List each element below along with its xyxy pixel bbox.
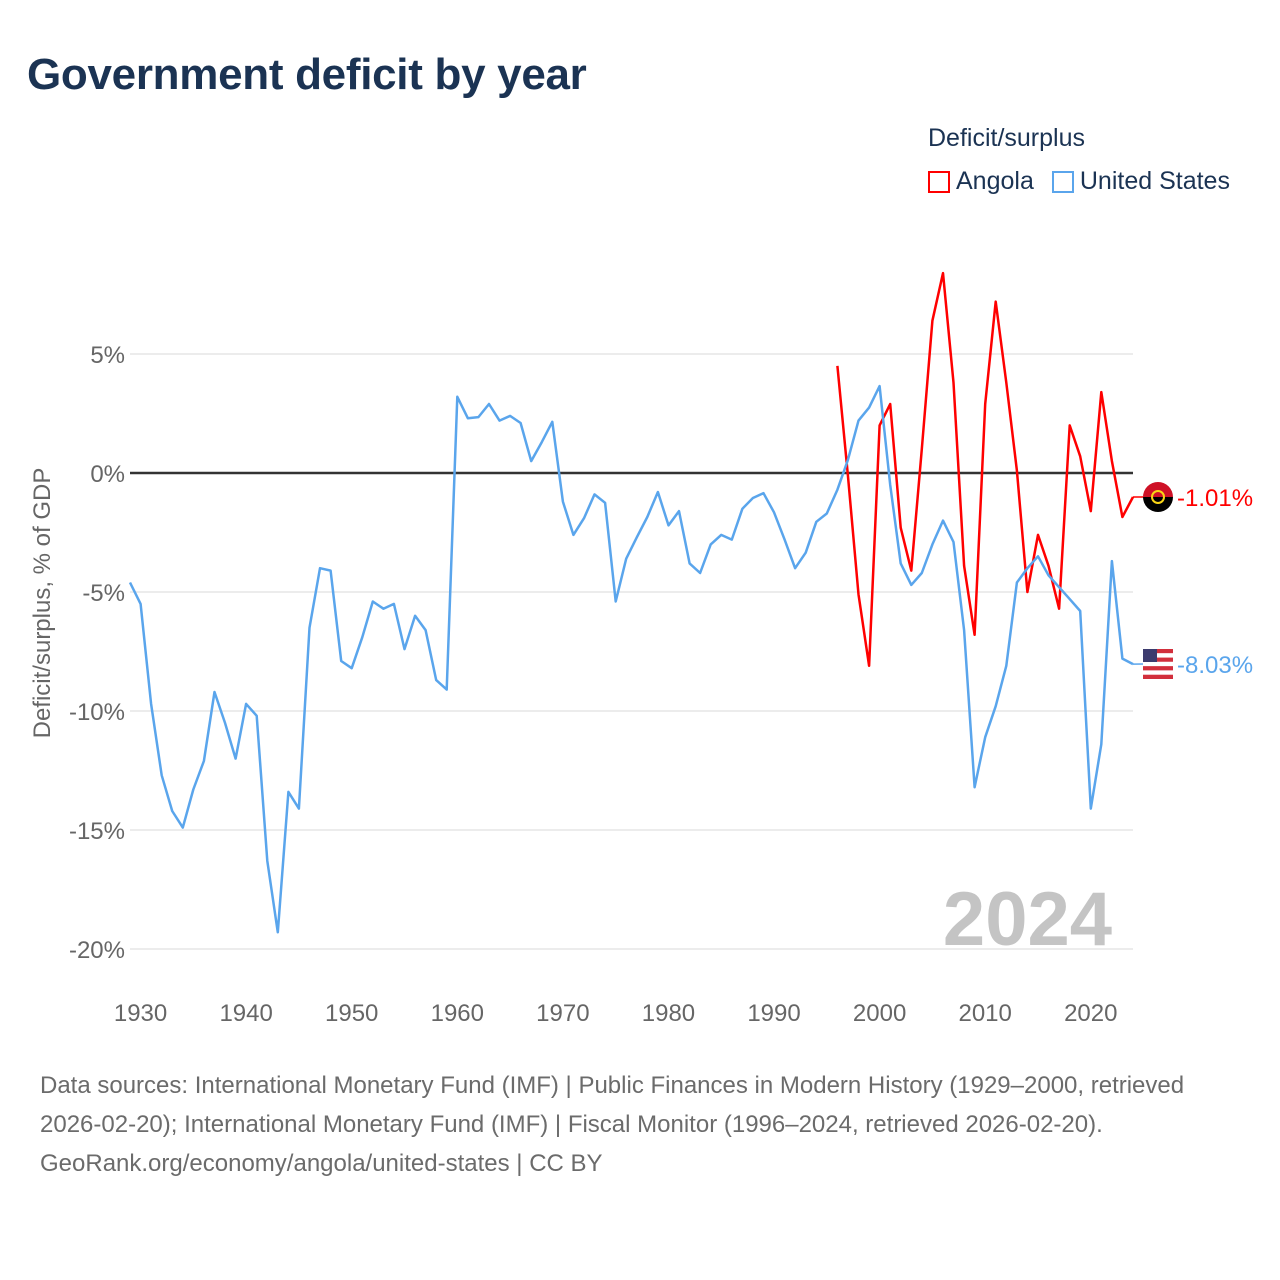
chart-title: Government deficit by year <box>27 50 587 99</box>
y-axis-label: Deficit/surplus, % of GDP <box>29 468 56 739</box>
legend-label-united-states: United States <box>1079 167 1230 195</box>
us-flag-stripe <box>1143 653 1173 658</box>
legend-title: Deficit/surplus <box>928 124 1085 152</box>
series-line-united-states <box>128 384 1134 934</box>
end-value-label-united-states: -8.03% <box>1177 652 1253 679</box>
legend-swatch-united-states <box>1051 170 1074 193</box>
y-tick-label: 0% <box>90 461 125 488</box>
legend-item-united-states[interactable]: United States <box>1051 167 1230 196</box>
us-flag-stripe <box>1143 657 1173 662</box>
y-tick-label: -5% <box>82 580 125 607</box>
us-flag-stripe <box>1143 674 1173 679</box>
us-flag-stripe <box>1143 666 1173 671</box>
angola-emblem-icon <box>1151 490 1165 504</box>
line-chart: 5% 0% -5% -10% -15% -20% 1930 1940 1950 1960 1970… <box>29 271 1253 1027</box>
x-tick-label: 1950 <box>325 1000 378 1027</box>
us-flag-canton <box>1143 649 1157 662</box>
us-flag-stripe <box>1143 661 1173 667</box>
x-tick-label: 1990 <box>747 1000 800 1027</box>
x-tick-label: 1960 <box>431 1000 484 1027</box>
x-tick-label: 1940 <box>219 1000 272 1027</box>
x-tick-label: 2000 <box>853 1000 906 1027</box>
us-flag-stripe <box>1143 670 1173 675</box>
footer: Data sources: International Monetary Fun… <box>40 1066 1240 1183</box>
year-watermark: 2024 <box>943 877 1112 962</box>
legend: Deficit/surplus Angola United States <box>928 124 1230 196</box>
y-tick-label: -15% <box>69 818 125 845</box>
x-tick-label: 1980 <box>642 1000 695 1027</box>
series-line-angola <box>836 271 1135 668</box>
credit-link[interactable]: GeoRank.org/economy/angola/united-states… <box>40 1150 603 1177</box>
y-tick-label: -20% <box>69 937 125 964</box>
y-tick-label: 5% <box>90 342 125 369</box>
x-tick-label: 1930 <box>114 1000 167 1027</box>
legend-item-angola[interactable]: Angola <box>928 167 1034 196</box>
angola-flag-icon-lower <box>1143 497 1173 512</box>
x-tick-label: 2010 <box>958 1000 1011 1027</box>
angola-flag-icon <box>1143 482 1173 497</box>
legend-label-angola: Angola <box>956 167 1034 195</box>
us-flag-stripe <box>1143 649 1173 654</box>
end-value-label-angola: -1.01% <box>1177 485 1253 512</box>
legend-swatch-angola <box>928 170 950 193</box>
x-tick-label: 1970 <box>536 1000 589 1027</box>
data-sources: Data sources: International Monetary Fun… <box>40 1072 1185 1138</box>
x-tick-label: 2020 <box>1064 1000 1117 1027</box>
y-tick-label: -10% <box>69 699 125 726</box>
